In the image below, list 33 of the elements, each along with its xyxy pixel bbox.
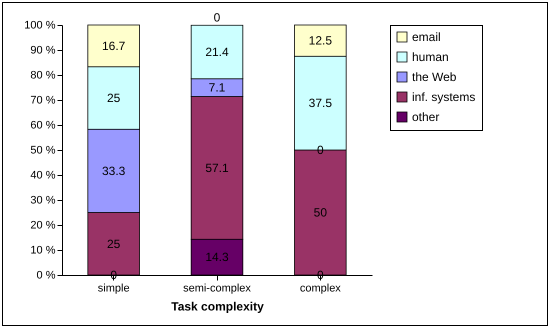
legend-label: the Web <box>412 70 457 84</box>
annotation: 0 <box>316 143 324 157</box>
y-tick-label: 30 % <box>30 194 56 206</box>
y-tick-label: 60 % <box>30 120 56 132</box>
data-label: 57.1 <box>205 160 229 175</box>
legend-label: human <box>412 50 449 64</box>
y-tick-label: 0 % <box>36 270 56 282</box>
data-label: 14.3 <box>205 250 229 264</box>
x-axis-title: Task complexity <box>171 300 264 314</box>
legend-label: inf. systems <box>412 90 476 104</box>
y-tick-label: 70 % <box>30 94 56 106</box>
y-tick-label: 20 % <box>30 220 56 232</box>
data-label: 25 <box>106 236 121 251</box>
y-tick-label: 40 % <box>30 170 56 182</box>
data-label: 16.7 <box>102 38 126 53</box>
data-label: 25 <box>106 91 121 105</box>
y-tick-label: 90 % <box>30 44 56 56</box>
data-label: 0 <box>214 10 221 24</box>
data-label: 7.1 <box>208 80 226 95</box>
legend-label: other <box>412 110 440 124</box>
data-label: 12.5 <box>308 34 332 48</box>
x-tick-label: complex <box>300 282 342 294</box>
y-tick-label: 10 % <box>30 244 56 256</box>
data-label: 21.4 <box>205 45 229 59</box>
data-label: 50 <box>314 206 328 220</box>
y-tick-label: 80 % <box>30 70 56 82</box>
data-label: 33.3 <box>102 164 126 178</box>
data-label: 37.5 <box>308 96 332 110</box>
legend-label: email <box>412 30 441 44</box>
x-tick-label: semi-complex <box>183 282 252 294</box>
y-tick-label: 50 % <box>30 144 56 156</box>
y-tick-label: 100 % <box>24 20 56 32</box>
x-tick-label: simple <box>98 282 130 294</box>
